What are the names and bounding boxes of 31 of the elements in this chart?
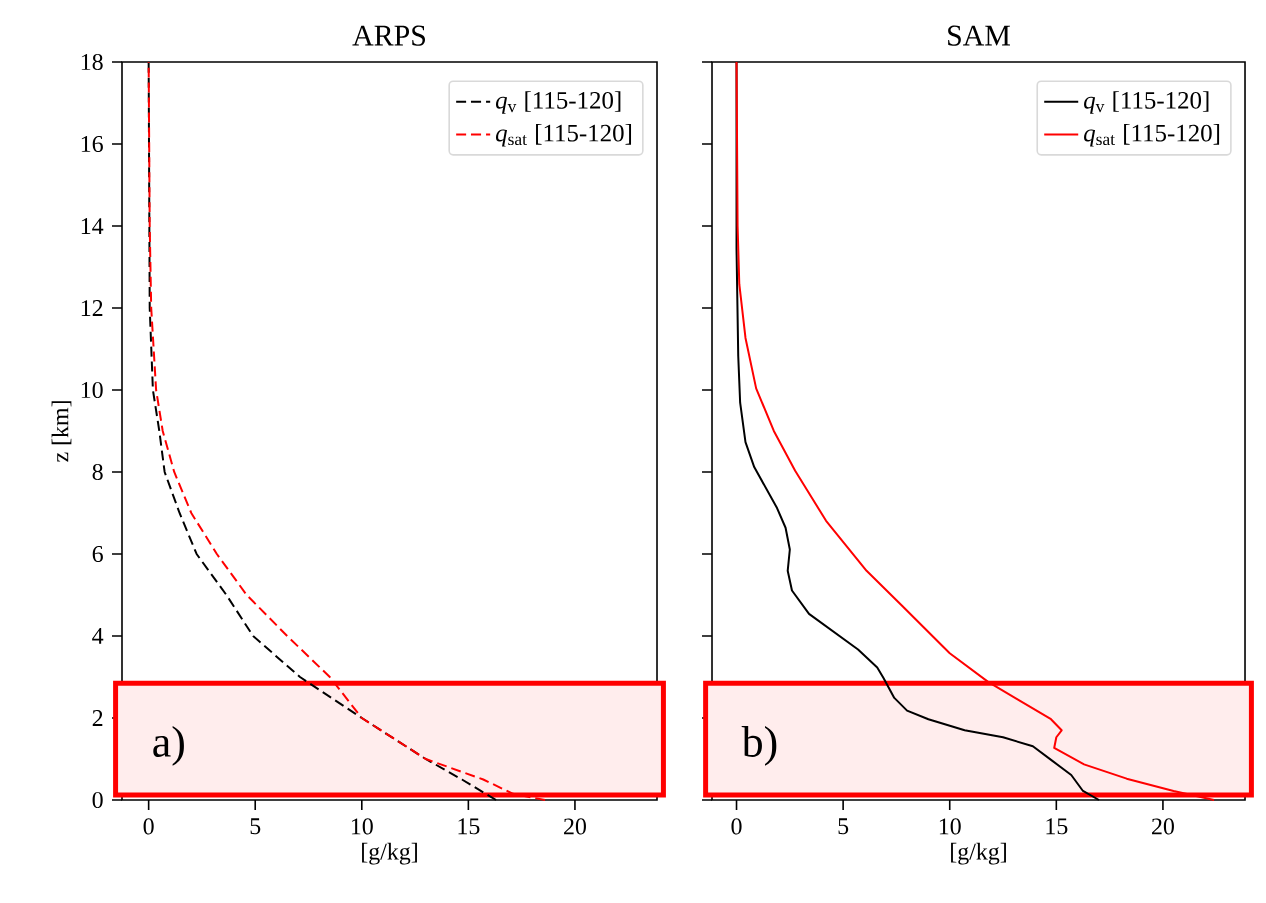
x-axis-title: [g/kg] — [951, 842, 1006, 865]
chart-title: SAM — [948, 25, 1010, 46]
x-tick-label: 0 — [143, 818, 154, 835]
annotation: b) — [741, 726, 777, 766]
x-tick-label: 20 — [564, 818, 586, 835]
y-tick-label: 4 — [92, 628, 104, 644]
y-tick-label: 8 — [92, 463, 103, 481]
y-tick-label: 10 — [81, 381, 103, 399]
y-tick-label: 18 — [81, 53, 103, 71]
y-tick-label: 0 — [92, 791, 103, 809]
y-tick-label: 16 — [81, 135, 103, 153]
x-tick-label: 15 — [1046, 818, 1068, 835]
x-tick-label: 5 — [838, 818, 849, 835]
x-tick-label: 5 — [250, 818, 261, 835]
legend-label: q$_{sat}$ [115-120] — [495, 124, 632, 147]
y-tick-label: 12 — [81, 300, 103, 316]
y-axis-title: z [km] — [51, 401, 72, 462]
x-tick-label: 15 — [458, 818, 480, 835]
x-tick-label: 0 — [731, 818, 742, 835]
y-tick-label: 6 — [92, 545, 103, 563]
x-tick-label: 10 — [351, 818, 373, 835]
x-tick-label: 10 — [939, 818, 961, 835]
chart-title: ARPS — [352, 25, 425, 46]
legend-label: q$_{v}$ [115-120] — [1084, 91, 1209, 114]
y-tick-label: 14 — [81, 218, 104, 234]
x-tick-label: 20 — [1152, 818, 1174, 835]
y-tick-label: 2 — [92, 710, 103, 726]
x-axis-title: [g/kg] — [362, 842, 417, 865]
legend-label: q$_{sat}$ [115-120] — [1084, 124, 1220, 147]
annotation: a) — [153, 726, 184, 766]
legend-label: q$_{v}$ [115-120] — [495, 91, 621, 114]
